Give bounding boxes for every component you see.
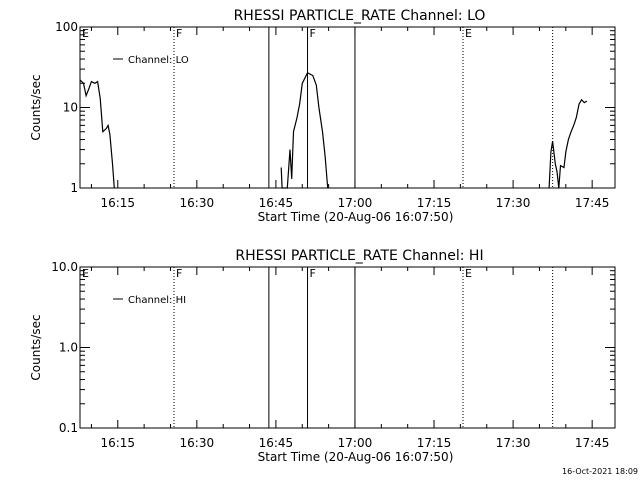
plot-frame <box>79 266 616 429</box>
event-label: F <box>176 27 182 40</box>
event-label: E <box>465 27 472 40</box>
x-tick-label: 17:00 <box>338 436 373 450</box>
event-label: E <box>82 267 89 280</box>
chart-title: RHESSI PARTICLE_RATE Channel: LO <box>234 8 486 24</box>
y-tick-label: 0.1 <box>59 421 78 435</box>
event-label: F <box>310 27 316 40</box>
x-tick-label: 16:30 <box>180 436 215 450</box>
series-line <box>280 71 329 189</box>
x-tick-label: 17:00 <box>338 196 373 210</box>
panel-lo: RHESSI PARTICLE_RATE Channel: LO 16:15 16:… <box>29 8 616 224</box>
plot-frame <box>79 26 616 189</box>
event-label: E <box>465 267 472 280</box>
y-tick-label: 1 <box>70 181 78 195</box>
y-axis-label: Counts/sec <box>29 314 43 380</box>
x-tick-label: 17:45 <box>575 436 610 450</box>
y-tick-label: 100 <box>55 20 78 34</box>
event-label: F <box>310 267 316 280</box>
x-tick-label: 16:45 <box>259 196 294 210</box>
x-tick-label: 16:15 <box>100 196 135 210</box>
x-tick-label: 17:30 <box>496 196 531 210</box>
x-tick-label: 16:15 <box>100 436 135 450</box>
x-tick-label: 17:45 <box>575 196 610 210</box>
series-line <box>79 79 115 189</box>
y-tick-label: 10.0 <box>51 260 78 274</box>
x-tick-label: 17:15 <box>417 436 452 450</box>
x-tick-label: 17:30 <box>496 436 531 450</box>
chart-title: RHESSI PARTICLE_RATE Channel: HI <box>235 248 483 264</box>
legend-label: Channel: HI <box>128 295 186 306</box>
y-axis-label: Counts/sec <box>29 74 43 140</box>
y-tick-label: 1.0 <box>59 341 78 355</box>
panel-hi: RHESSI PARTICLE_RATE Channel: HI 16:15 16:… <box>29 248 616 464</box>
x-axis-label: Start Time (20-Aug-06 16:07:50) <box>258 210 454 224</box>
x-tick-label: 17:15 <box>417 196 452 210</box>
legend-label: Channel: LO <box>128 55 189 66</box>
event-label: E <box>82 27 89 40</box>
x-tick-label: 16:30 <box>180 196 215 210</box>
x-axis-label: Start Time (20-Aug-06 16:07:50) <box>258 450 454 464</box>
timestamp: 16-Oct-2021 18:09 <box>562 467 638 476</box>
series-line <box>548 98 588 189</box>
x-tick-label: 16:45 <box>259 436 294 450</box>
event-label: F <box>176 267 182 280</box>
y-tick-label: 10 <box>63 101 78 115</box>
